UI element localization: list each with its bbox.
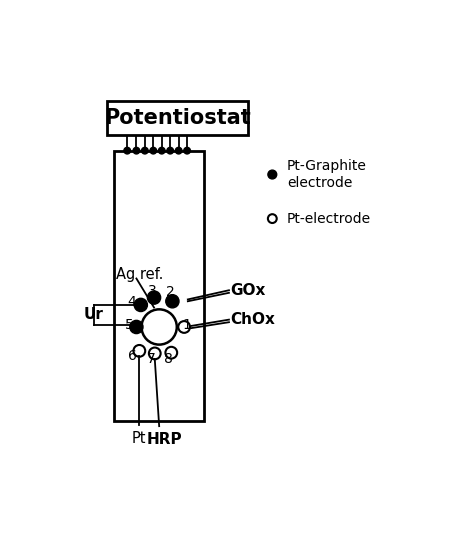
Text: 4: 4 [128, 295, 137, 309]
Text: 7: 7 [147, 352, 155, 366]
Text: 3: 3 [147, 285, 156, 298]
Text: 5: 5 [125, 318, 133, 332]
Circle shape [142, 147, 148, 154]
Circle shape [149, 347, 161, 359]
Bar [107, 101, 248, 135]
Circle shape [158, 147, 165, 154]
Text: Pt: Pt [132, 431, 146, 446]
Circle shape [134, 345, 145, 357]
Circle shape [184, 147, 191, 154]
Text: Pt-Graphite
electrode: Pt-Graphite electrode [287, 159, 367, 190]
Text: 6: 6 [128, 350, 137, 363]
Circle shape [133, 147, 140, 154]
Circle shape [178, 321, 190, 333]
Circle shape [166, 295, 179, 308]
Circle shape [268, 214, 277, 223]
Text: 8: 8 [164, 352, 173, 366]
Text: 2: 2 [166, 285, 175, 299]
Circle shape [175, 147, 182, 154]
Text: Ur: Ur [83, 307, 103, 321]
Circle shape [167, 147, 173, 154]
Circle shape [147, 291, 161, 304]
Text: Potentiostat: Potentiostat [104, 108, 251, 128]
Circle shape [134, 298, 147, 312]
Text: GOx: GOx [230, 283, 265, 298]
Circle shape [130, 320, 143, 333]
Circle shape [150, 147, 156, 154]
Circle shape [142, 309, 177, 345]
Text: 1: 1 [182, 318, 191, 332]
Circle shape [165, 347, 177, 359]
Text: Ag ref.: Ag ref. [116, 267, 164, 282]
Bar [114, 151, 204, 421]
Circle shape [124, 147, 130, 154]
Text: Pt-electrode: Pt-electrode [287, 211, 371, 225]
Circle shape [268, 170, 277, 179]
Text: ChOx: ChOx [230, 312, 275, 327]
Text: HRP: HRP [146, 433, 182, 447]
